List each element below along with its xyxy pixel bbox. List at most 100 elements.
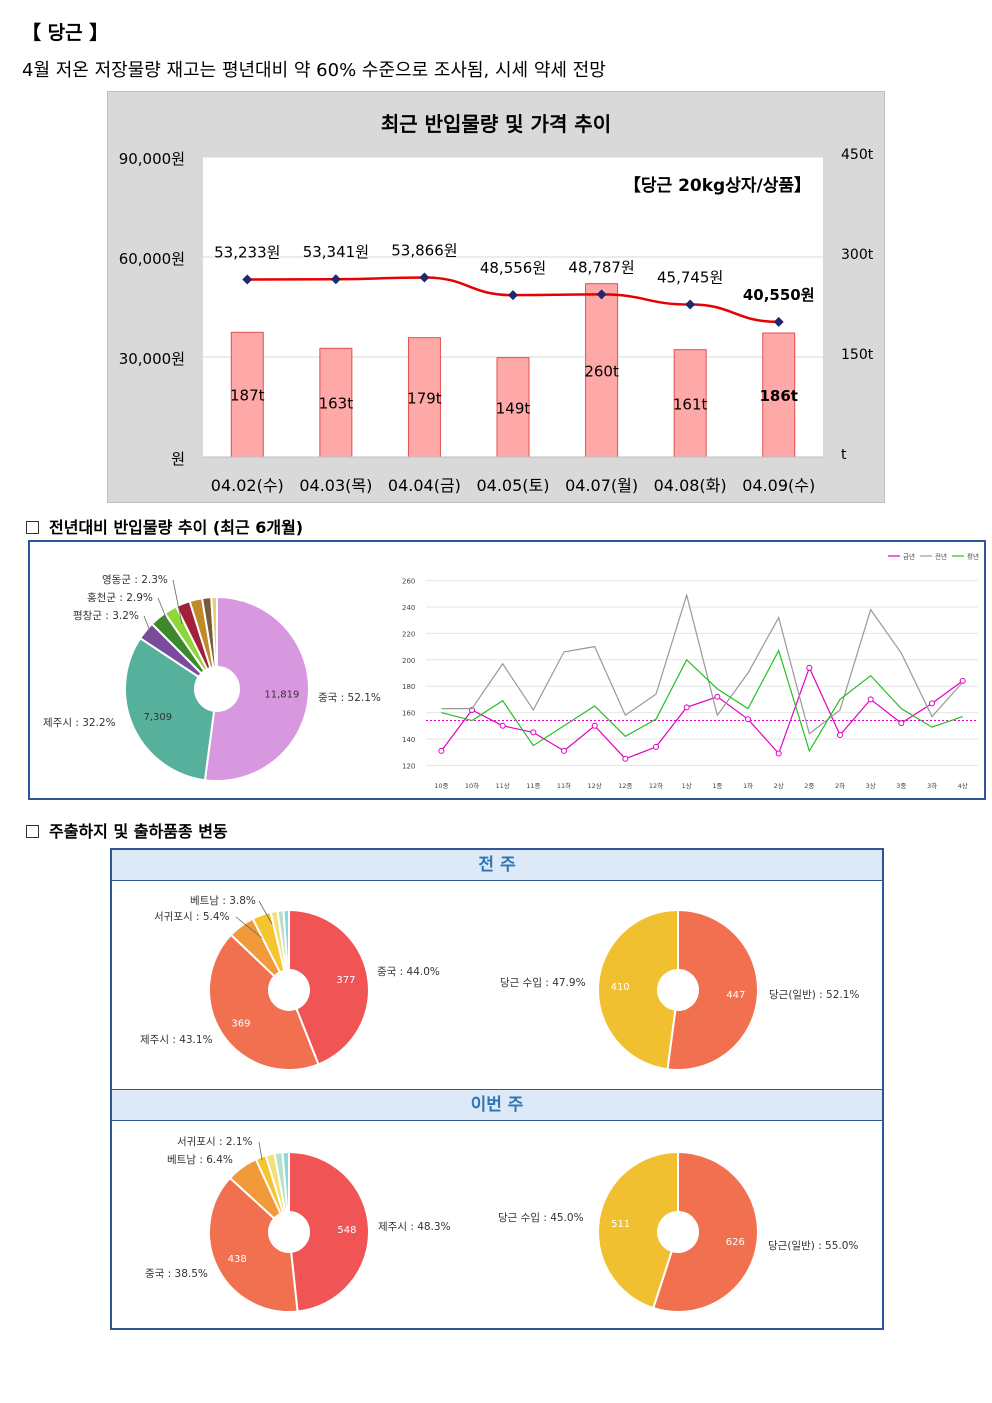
- left-tick-label: 60,000원: [119, 250, 185, 268]
- slice-label: 당근(일반) : 52.1%: [769, 988, 859, 1001]
- category-label: 04.09(수): [742, 476, 815, 495]
- volume-label: 187t: [230, 387, 265, 405]
- y-tick-label: 160: [402, 710, 415, 718]
- x-tick-label: 12하: [649, 781, 663, 790]
- price-point: [508, 290, 518, 301]
- x-tick-label: 3하: [927, 781, 937, 790]
- origin-share-donut: 11,819 7,309 중국 : 52.1% 제주시 : 32.2% 평창군 : 3.…: [43, 574, 381, 782]
- leader-line: [157, 597, 173, 633]
- prev-week-origin-donut: 377 369 중국 : 44.0% 제주시 : 43.1% 서귀포시 : 5.4% 베트…: [140, 895, 440, 1071]
- price-label: 53,341원: [303, 243, 369, 261]
- series-point: [714, 693, 721, 700]
- section-origin-heading: 주출하지 및 출하품종 변동: [26, 818, 228, 842]
- page-title: 【 당근 】: [22, 22, 109, 44]
- right-tick-label: t: [841, 447, 847, 463]
- price-label: 48,556원: [480, 259, 546, 277]
- volume-label: 161t: [673, 395, 708, 413]
- slice-value: 11,819: [264, 689, 299, 700]
- price-point: [685, 299, 696, 310]
- x-tick-label: 10하: [465, 781, 479, 790]
- slice-label: 제주시 : 43.1%: [140, 1034, 213, 1046]
- slice-value: 7,309: [144, 712, 173, 723]
- volume-bar: [762, 332, 796, 458]
- left-tick-label: 30,000원: [119, 350, 185, 368]
- price-label: 48,787원: [568, 258, 634, 276]
- right-tick-label: 150t: [841, 347, 874, 363]
- slice-value: 369: [231, 1018, 250, 1029]
- slice-value: 410: [611, 982, 630, 993]
- x-tick-label: 10중: [434, 782, 448, 790]
- legend-label: 금년: [903, 552, 915, 561]
- slice-value: 626: [726, 1237, 745, 1248]
- volume-bar: [230, 331, 264, 458]
- category-label: 04.03(목): [299, 476, 372, 495]
- x-tick-label: 1상: [682, 781, 692, 790]
- previous-week-header: 전 주: [112, 849, 882, 881]
- volume-bar: [319, 347, 353, 458]
- volume-bar: [496, 357, 530, 458]
- legend-label: 전년: [935, 552, 947, 561]
- slice-label: 중국 : 38.5%: [145, 1268, 208, 1280]
- series-point: [959, 677, 966, 684]
- slice-label: 중국 : 44.0%: [377, 966, 440, 978]
- page-subtitle: 4월 저온 저장물량 재고는 평년대비 약 60% 수준으로 조사됨, 시세 약…: [22, 60, 606, 81]
- series-point: [499, 722, 506, 729]
- x-tick-label: 2상: [774, 781, 784, 790]
- volume-label: 260t: [584, 362, 619, 380]
- pie-slice: [124, 636, 216, 782]
- slice-value: 447: [726, 990, 745, 1001]
- series-point: [591, 722, 598, 729]
- pie-slice: [652, 1150, 759, 1313]
- x-tick-label: 3상: [866, 781, 876, 790]
- slice-label: 당근 수입 : 47.9%: [500, 976, 586, 989]
- slice-value: 377: [336, 975, 355, 986]
- y-tick-label: 220: [402, 630, 415, 638]
- slice-label: 베트남 : 3.8%: [190, 895, 256, 907]
- x-tick-label: 2하: [835, 781, 845, 790]
- pie-slice: [597, 1150, 679, 1310]
- slice-label: 제주시 : 48.3%: [378, 1221, 451, 1233]
- category-label: 04.05(토): [476, 476, 549, 495]
- leader-line: [258, 1141, 263, 1161]
- price-label: 53,866원: [391, 241, 457, 259]
- slice-label: 서귀포시 : 2.1%: [177, 1136, 253, 1148]
- series-point: [438, 747, 445, 754]
- slice-label: 서귀포시 : 5.4%: [154, 911, 230, 923]
- pie-slice: [288, 908, 370, 1066]
- left-tick-label: 원: [171, 450, 185, 468]
- volume-label: 186t: [759, 387, 797, 405]
- x-tick-label: 11중: [526, 782, 540, 790]
- slice-label: 베트남 : 6.4%: [167, 1154, 233, 1166]
- this-week-header: 이번 주: [112, 1089, 882, 1121]
- slice-label: 영동군 : 2.3%: [102, 574, 168, 586]
- series-point: [530, 729, 537, 736]
- slice-label: 중국 : 52.1%: [318, 692, 381, 704]
- price-label: 45,745원: [657, 269, 723, 287]
- slice-value: 548: [337, 1225, 356, 1236]
- y-tick-label: 180: [402, 683, 415, 691]
- volume-label: 163t: [319, 395, 354, 413]
- series-line: [441, 592, 964, 735]
- pie-slice: [208, 1176, 299, 1313]
- x-tick-label: 12중: [618, 782, 632, 790]
- price-point: [596, 289, 607, 300]
- legend-label: 평년: [967, 552, 979, 561]
- series-point: [806, 664, 813, 671]
- price-point: [773, 316, 784, 327]
- pie-slice: [203, 595, 310, 782]
- prev-week-variety-donut: 447 410 당근(일반) : 52.1% 당근 수입 : 47.9%: [500, 908, 859, 1071]
- volume-label: 149t: [496, 399, 531, 417]
- slice-label: 홍천군 : 2.9%: [87, 591, 153, 604]
- x-tick-label: 1하: [743, 781, 753, 790]
- y-tick-label: 240: [402, 604, 415, 612]
- y-tick-label: 140: [402, 736, 415, 744]
- volume-bar: [673, 349, 707, 458]
- section-volume-trend-heading: 전년대비 반입물량 추이 (최근 6개월): [26, 514, 303, 538]
- leader-line: [258, 900, 273, 925]
- series-point: [929, 700, 935, 707]
- x-tick-label: 4상: [958, 781, 968, 790]
- right-tick-label: 300t: [841, 247, 874, 263]
- pie-slice: [282, 908, 290, 972]
- pie-slice: [597, 908, 679, 1071]
- slice-value: 511: [611, 1219, 630, 1230]
